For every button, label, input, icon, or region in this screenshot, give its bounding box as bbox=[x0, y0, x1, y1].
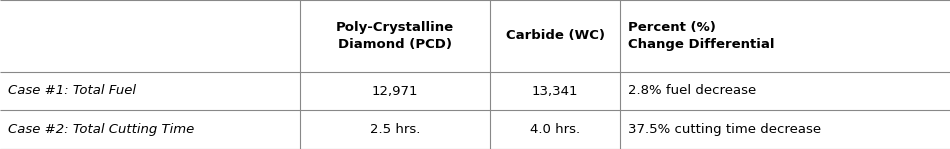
Text: 4.0 hrs.: 4.0 hrs. bbox=[530, 123, 580, 136]
Text: Case #1: Total Fuel: Case #1: Total Fuel bbox=[8, 84, 136, 97]
Text: Poly-Crystalline
Diamond (PCD): Poly-Crystalline Diamond (PCD) bbox=[336, 21, 454, 51]
Text: 2.5 hrs.: 2.5 hrs. bbox=[370, 123, 420, 136]
Text: Carbide (WC): Carbide (WC) bbox=[505, 30, 604, 42]
Text: 2.8% fuel decrease: 2.8% fuel decrease bbox=[628, 84, 756, 97]
Text: Case #2: Total Cutting Time: Case #2: Total Cutting Time bbox=[8, 123, 194, 136]
Text: 12,971: 12,971 bbox=[371, 84, 418, 97]
Text: Percent (%)
Change Differential: Percent (%) Change Differential bbox=[628, 21, 774, 51]
Text: 37.5% cutting time decrease: 37.5% cutting time decrease bbox=[628, 123, 821, 136]
Text: 13,341: 13,341 bbox=[532, 84, 579, 97]
